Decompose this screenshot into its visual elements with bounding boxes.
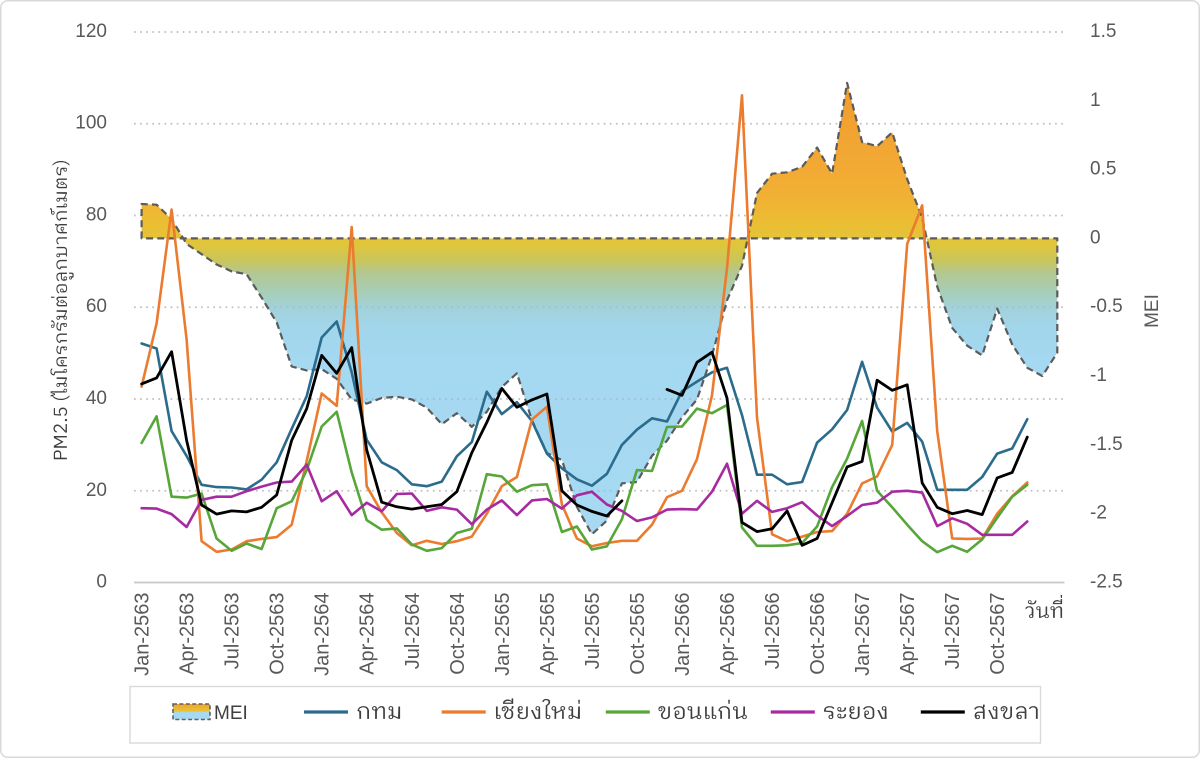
svg-text:1.5: 1.5	[1090, 21, 1116, 42]
svg-text:Jul-2566: Jul-2566	[762, 593, 784, 670]
svg-text:80: 80	[86, 205, 107, 226]
svg-text:0.5: 0.5	[1090, 159, 1116, 180]
svg-text:Oct-2564: Oct-2564	[447, 593, 469, 675]
svg-text:-0.5: -0.5	[1090, 296, 1123, 317]
svg-text:Jul-2564: Jul-2564	[402, 593, 424, 670]
svg-text:MEI: MEI	[1142, 294, 1163, 328]
svg-text:Jan-2564: Jan-2564	[312, 593, 334, 676]
svg-text:Apr-2565: Apr-2565	[537, 593, 559, 675]
svg-text:Jan-2567: Jan-2567	[852, 593, 874, 676]
svg-text:Apr-2563: Apr-2563	[177, 593, 199, 675]
svg-text:MEI: MEI	[214, 703, 248, 724]
svg-text:20: 20	[86, 480, 107, 501]
svg-text:Oct-2563: Oct-2563	[267, 593, 289, 675]
svg-text:Apr-2567: Apr-2567	[897, 593, 919, 675]
svg-text:Apr-2564: Apr-2564	[357, 593, 379, 675]
svg-text:Oct-2567: Oct-2567	[987, 593, 1009, 675]
svg-text:Jan-2566: Jan-2566	[672, 593, 694, 676]
svg-text:-1.5: -1.5	[1090, 434, 1123, 455]
svg-text:60: 60	[86, 296, 107, 317]
svg-text:-2.5: -2.5	[1090, 572, 1123, 593]
svg-text:40: 40	[86, 388, 107, 409]
svg-text:0: 0	[96, 572, 107, 593]
svg-text:100: 100	[75, 113, 107, 134]
svg-text:0: 0	[1090, 227, 1101, 248]
svg-text:Jan-2563: Jan-2563	[132, 593, 154, 676]
svg-text:Jul-2565: Jul-2565	[582, 593, 604, 670]
svg-text:-1: -1	[1090, 365, 1107, 386]
svg-text:Jan-2565: Jan-2565	[492, 593, 514, 676]
svg-text:Oct-2566: Oct-2566	[807, 593, 829, 675]
svg-text:Oct-2565: Oct-2565	[627, 593, 649, 675]
svg-text:-2: -2	[1090, 503, 1107, 524]
svg-text:Jul-2563: Jul-2563	[222, 593, 244, 670]
svg-text:Jul-2567: Jul-2567	[942, 593, 964, 670]
svg-text:120: 120	[75, 21, 107, 42]
svg-text:1: 1	[1090, 90, 1101, 111]
svg-text:Apr-2566: Apr-2566	[717, 593, 739, 675]
